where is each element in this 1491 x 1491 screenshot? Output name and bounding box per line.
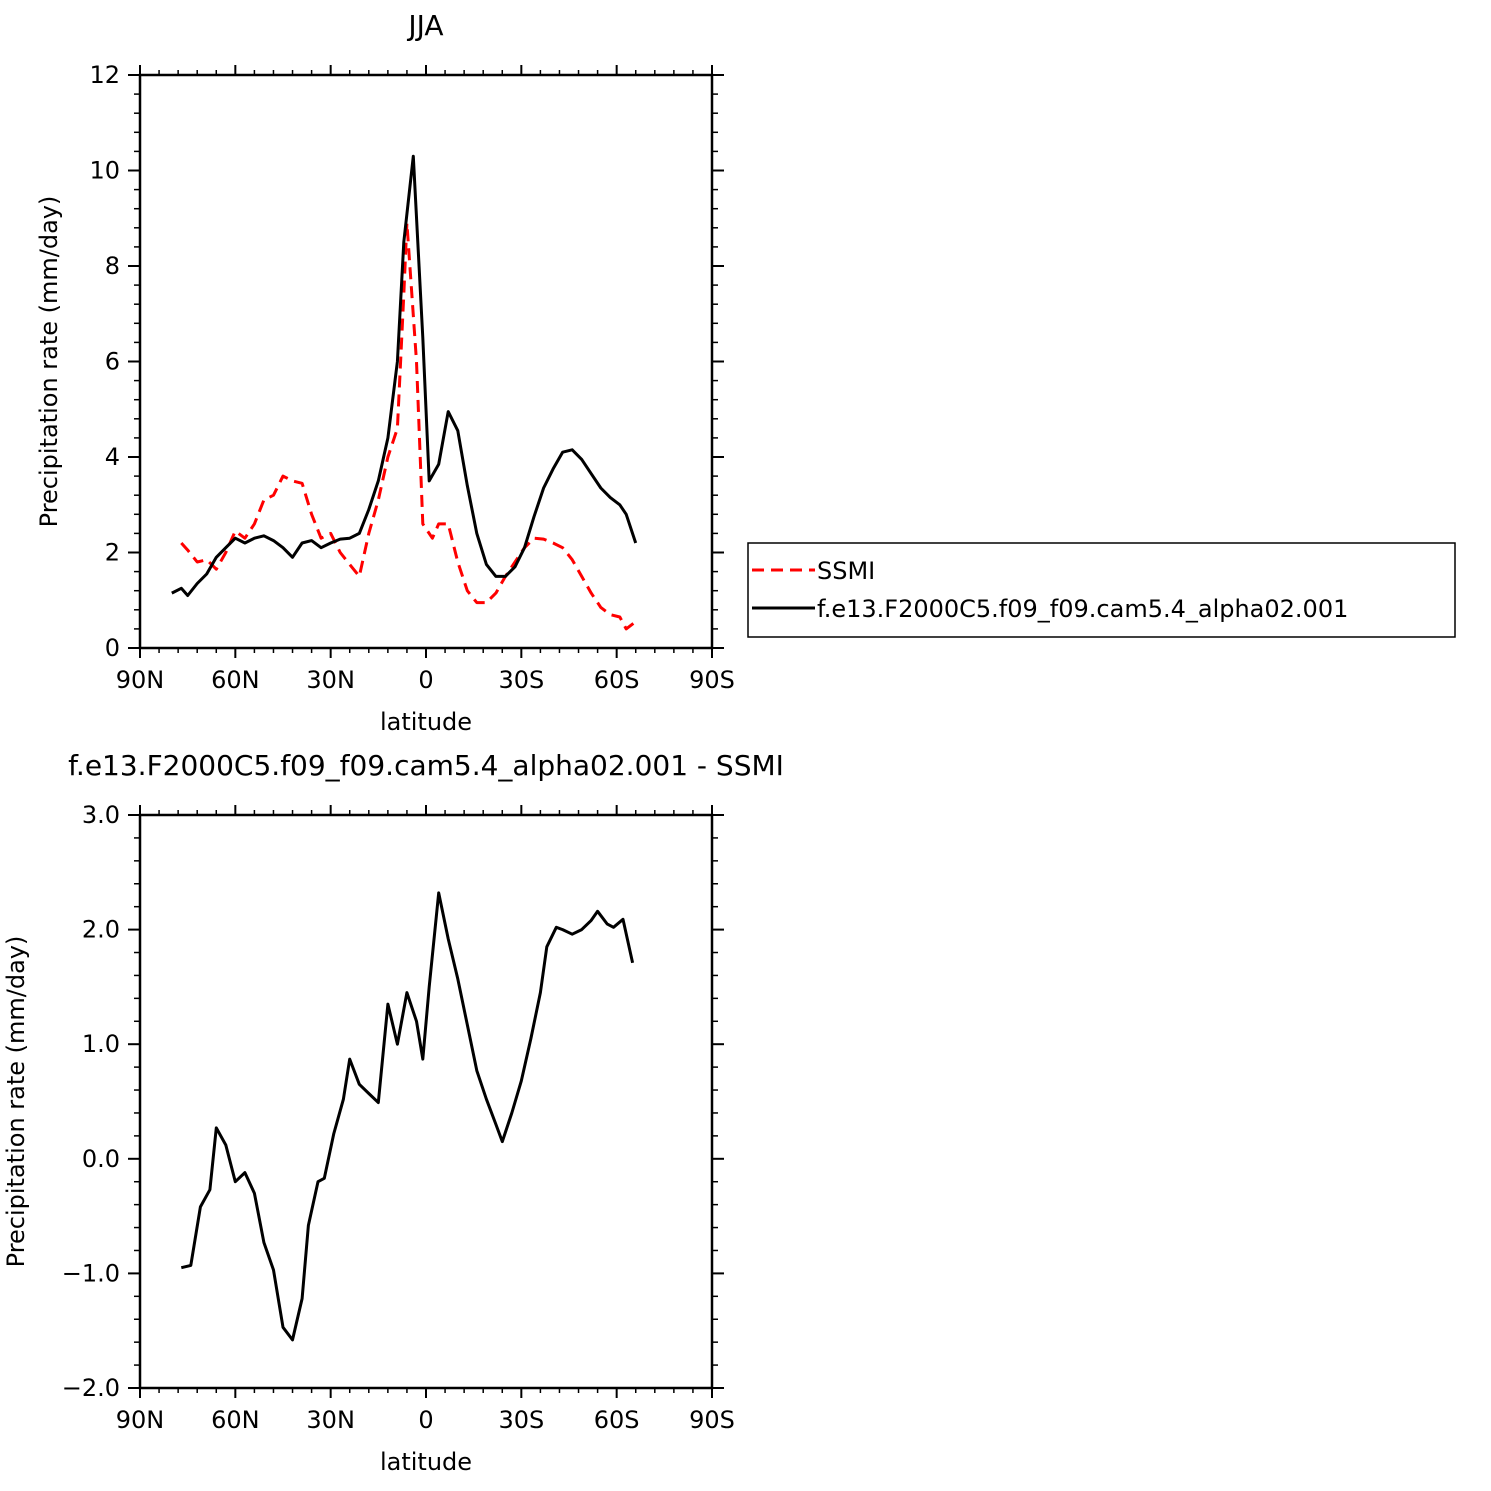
chart-bottom: f.e13.F2000C5.f09_f09.cam5.4_alpha02.001… (2, 749, 784, 1476)
x-tick-label: 90S (689, 666, 735, 694)
y-tick-label: 2.0 (82, 916, 120, 944)
x-tick-label: 30S (498, 1406, 544, 1434)
y-tick-label: 1.0 (82, 1030, 120, 1058)
y-tick-label: 2 (105, 539, 120, 567)
x-tick-label: 60N (211, 1406, 260, 1434)
legend-label-ssmi: SSMI (817, 557, 875, 585)
series-line-0 (180, 221, 637, 631)
plot-frame (138, 813, 714, 1390)
chart-title: f.e13.F2000C5.f09_f09.cam5.4_alpha02.001… (68, 749, 784, 782)
y-tick-label: 10 (89, 157, 120, 185)
plot-area: 90N 60N 30N 0 30S 60S 90S 0 2 4 6 8 10 12 (89, 61, 734, 694)
chart-top: JJA Precipitation rate (mm/day) latitude… (35, 9, 735, 736)
legend: SSMI f.e13.F2000C5.f09_f09.cam5.4_alpha0… (747, 542, 1456, 638)
x-tick-label: 30S (498, 666, 544, 694)
x-tick-label: 60S (594, 666, 640, 694)
x-tick-label: 90N (116, 1406, 165, 1434)
series-line-1 (171, 154, 638, 597)
plot-area: 90N 60N 30N 0 30S 60S 90S −2.0 −1.0 0.0 1.0 2.0 3.0 (62, 801, 735, 1434)
y-tick-label: 8 (105, 252, 120, 280)
y-tick-label: 12 (89, 61, 120, 89)
x-tick-label: 60N (211, 666, 260, 694)
x-tick-label: 30N (306, 666, 355, 694)
y-tick-label: −1.0 (62, 1259, 120, 1287)
x-tick-label: 90S (689, 1406, 735, 1434)
y-tick-label: 6 (105, 348, 120, 376)
series-line-0 (180, 891, 635, 1342)
y-tick-label: 0 (105, 634, 120, 662)
x-tick-label: 90N (116, 666, 165, 694)
y-axis-label: Precipitation rate (mm/day) (35, 196, 63, 528)
x-tick-label: 60S (594, 1406, 640, 1434)
y-tick-label: 4 (105, 443, 120, 471)
x-tick-label: 0 (418, 666, 433, 694)
legend-label-model: f.e13.F2000C5.f09_f09.cam5.4_alpha02.001 (817, 595, 1348, 623)
x-tick-label: 0 (418, 1406, 433, 1434)
legend-box (747, 542, 1456, 638)
y-tick-label: 3.0 (82, 801, 120, 829)
x-tick-label: 30N (306, 1406, 355, 1434)
plot-frame (138, 73, 714, 650)
y-tick-label: −2.0 (62, 1374, 120, 1402)
x-axis-label: latitude (380, 708, 472, 736)
chart-title: JJA (406, 9, 443, 42)
y-tick-label: 0.0 (82, 1145, 120, 1173)
y-axis-label: Precipitation rate (mm/day) (2, 936, 30, 1268)
x-axis-label: latitude (380, 1448, 472, 1476)
